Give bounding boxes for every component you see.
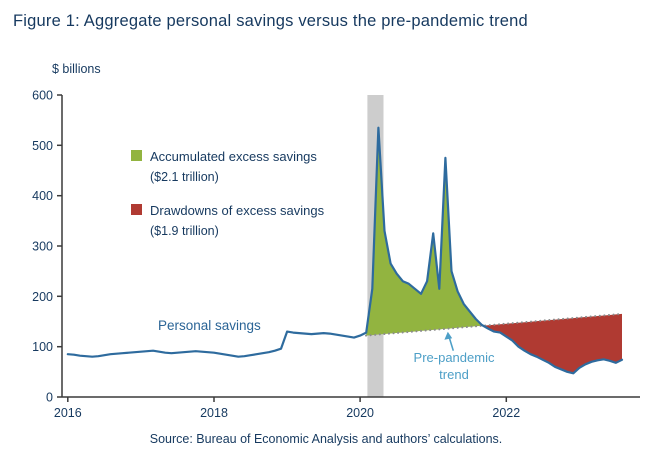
y-tick-label: 400 (32, 189, 53, 203)
pre-pandemic-trend-label: Pre-pandemic trend (413, 350, 495, 382)
trend-annotation-arrowhead (444, 331, 453, 340)
drawdowns-swatch (131, 203, 142, 215)
y-tick-label: 100 (32, 340, 53, 354)
y-tick-label: 500 (32, 139, 53, 153)
y-axis-unit-label: $ billions (52, 62, 101, 76)
trend-annotation-arrow (448, 337, 455, 351)
legend-sublabel-drawdowns: ($1.9 trillion) (150, 223, 219, 238)
legend-sublabel-excess: ($2.1 trillion) (150, 170, 219, 185)
legend-label-drawdowns: Drawdowns of excess savings (150, 202, 325, 218)
x-tick-label: 2020 (346, 406, 374, 420)
y-tick-label: 600 (32, 89, 53, 103)
drawdown-area (483, 313, 622, 374)
legend-item-drawdowns: Drawdowns of excess savings ($1.9 trilli… (131, 201, 324, 242)
source-note: Source: Bureau of Economic Analysis and … (149, 432, 503, 446)
y-tick-label: 200 (32, 290, 53, 304)
excess-savings-swatch (131, 150, 142, 161)
legend-label-excess: Accumulated excess savings (150, 149, 317, 164)
personal-savings-line (66, 126, 624, 375)
personal-savings-label: Personal savings (158, 318, 261, 333)
excess-savings-area (366, 127, 484, 336)
y-tick-label: 0 (46, 391, 53, 405)
pre-pandemic-trend-line (365, 312, 623, 337)
chart-legend: Accumulated excess savings ($2.1 trillio… (131, 147, 324, 254)
figure-title: Figure 1: Aggregate personal savings ver… (13, 12, 528, 30)
legend-item-excess-savings: Accumulated excess savings ($2.1 trillio… (131, 147, 324, 188)
x-tick-label: 2022 (492, 406, 520, 420)
y-tick-label: 300 (32, 240, 53, 254)
x-tick-label: 2016 (54, 406, 82, 420)
x-tick-label: 2018 (200, 406, 228, 420)
